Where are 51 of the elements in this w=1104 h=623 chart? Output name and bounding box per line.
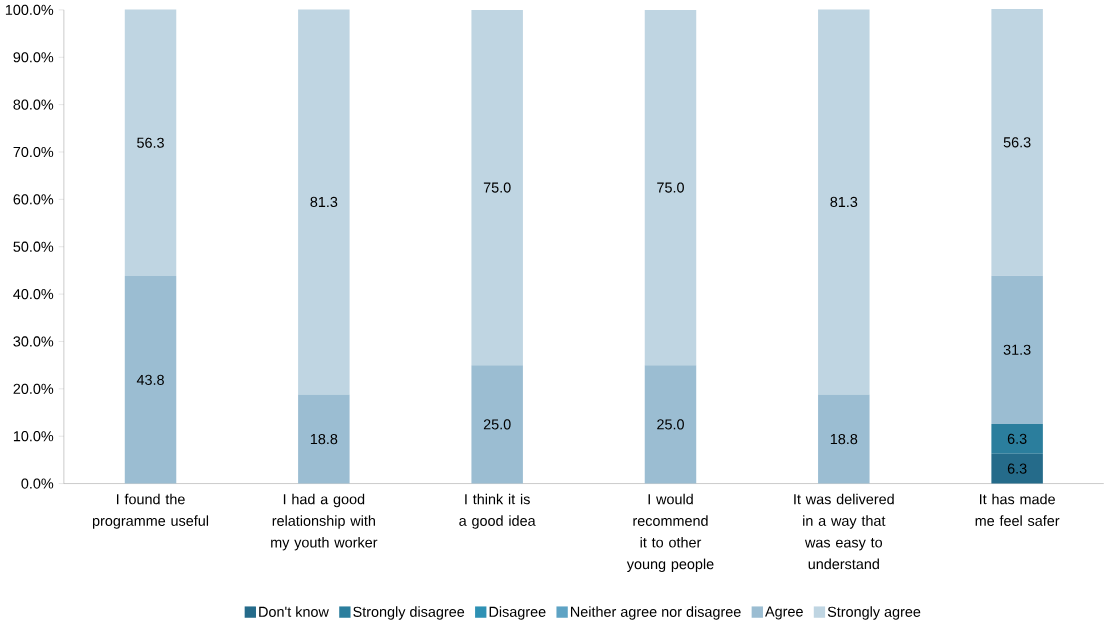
bar	[818, 9, 870, 395]
data-label: 6.3	[1007, 433, 1027, 444]
y-tick-label: 60.0%	[13, 194, 54, 205]
y-tick-label: 10.0%	[13, 431, 54, 442]
y-tick-label: 90.0%	[13, 52, 54, 63]
data-label: 18.8	[310, 433, 338, 445]
legend-label: Agree	[765, 606, 803, 620]
legend-label: Neither agree nor disagree	[571, 606, 741, 620]
x-tick-label: It was delivered in a way that was easy to understand	[794, 493, 894, 570]
bar	[644, 9, 697, 366]
bar	[124, 276, 177, 484]
y-tick-label: 30.0%	[13, 336, 54, 347]
bar	[818, 394, 870, 484]
y-tick-label: 100.0%	[5, 4, 54, 15]
x-tick-label: I had a good relationship with my youth worker	[271, 493, 378, 551]
x-tick-label: I think it is a good idea	[459, 493, 536, 529]
bar	[991, 8, 1043, 276]
y-tick-label: 50.0%	[13, 241, 54, 252]
data-label: 6.3	[1007, 463, 1027, 474]
bar	[991, 423, 1043, 454]
y-tick-label: 70.0%	[13, 146, 54, 158]
bar	[124, 9, 177, 277]
legend-label: Don't know	[259, 606, 329, 617]
bar	[471, 365, 523, 484]
x-tick-label: I found the programme useful	[92, 493, 209, 529]
bar	[991, 275, 1043, 424]
data-label: 81.3	[830, 196, 858, 208]
y-tick-label: 0.0%	[21, 478, 54, 489]
x-tick-label: It has made me feel safer	[975, 493, 1060, 526]
y-tick-label: 80.0%	[13, 99, 54, 110]
y-tick-label: 40.0%	[13, 288, 54, 300]
data-label: 56.3	[1003, 137, 1031, 148]
bar	[644, 365, 697, 484]
data-label: 43.8	[136, 374, 164, 385]
data-label: 75.0	[483, 182, 511, 193]
legend-label: Strongly disagree	[353, 606, 465, 620]
data-label: 31.3	[1003, 344, 1031, 355]
bar	[298, 9, 350, 395]
data-label: 56.3	[137, 137, 164, 148]
data-label: 25.0	[657, 419, 684, 430]
bar	[298, 394, 350, 484]
data-label: 25.0	[483, 419, 511, 430]
y-tick-label: 20.0%	[13, 383, 54, 394]
bar	[471, 9, 523, 366]
data-label: 18.8	[830, 433, 858, 445]
bar	[991, 453, 1043, 484]
data-label: 75.0	[657, 182, 684, 193]
legend-label: Disagree	[489, 606, 546, 620]
x-tick-label: I would recommend it to other young people	[626, 493, 714, 573]
legend-label: Strongly agree	[827, 606, 921, 620]
data-label: 81.3	[310, 196, 338, 208]
